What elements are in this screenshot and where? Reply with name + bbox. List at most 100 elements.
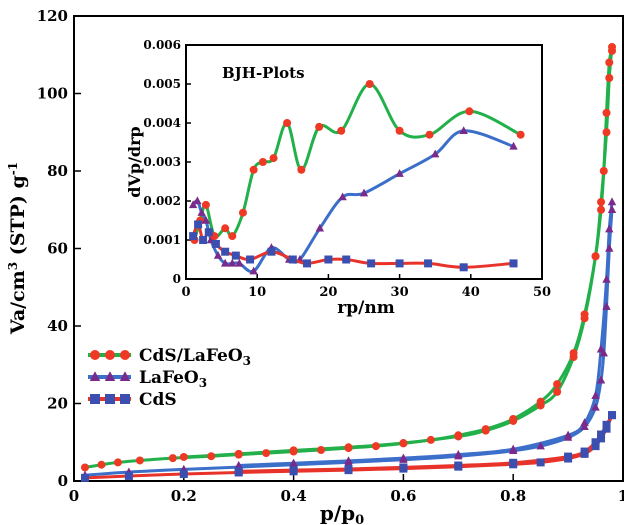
inset-data-point bbox=[303, 259, 312, 268]
inset-data-point bbox=[269, 154, 278, 163]
data-point bbox=[580, 314, 589, 323]
inset-data-point bbox=[315, 122, 324, 131]
data-point bbox=[454, 432, 463, 441]
inset-y-tick-label: 0.003 bbox=[143, 155, 181, 169]
inset-y-tick-label: 0.005 bbox=[143, 77, 181, 91]
data-point bbox=[454, 450, 463, 458]
y-tick-label: 0 bbox=[58, 472, 68, 490]
data-point bbox=[399, 439, 408, 448]
legend-marker bbox=[104, 371, 116, 381]
data-point bbox=[602, 302, 611, 310]
inset-data-point bbox=[246, 255, 255, 264]
data-point bbox=[597, 205, 606, 214]
inset-data-point bbox=[258, 158, 267, 166]
data-point bbox=[569, 353, 578, 361]
legend-marker bbox=[120, 394, 130, 404]
inset-data-point bbox=[338, 192, 347, 201]
data-point bbox=[607, 205, 617, 213]
data-point bbox=[591, 438, 600, 447]
legend-marker bbox=[90, 394, 100, 404]
inset-data-point bbox=[221, 247, 230, 256]
inset-data-point bbox=[465, 107, 474, 116]
inset-data-point bbox=[509, 259, 518, 268]
data-point bbox=[536, 401, 545, 410]
data-point bbox=[179, 452, 188, 461]
data-point bbox=[602, 420, 611, 429]
data-point bbox=[289, 466, 298, 475]
inset-plot-frame bbox=[185, 44, 543, 280]
data-point bbox=[580, 418, 589, 427]
data-point bbox=[80, 473, 89, 482]
data-point bbox=[399, 463, 408, 472]
inset-x-axis-label: rp/nm bbox=[337, 298, 394, 318]
data-point bbox=[536, 458, 545, 467]
inset-data-point bbox=[283, 119, 292, 127]
data-point bbox=[591, 252, 600, 261]
inset-series-cds bbox=[189, 220, 518, 272]
inset-y-tick-label: 0 bbox=[173, 272, 181, 286]
data-point bbox=[234, 467, 243, 476]
y-tick-label: 20 bbox=[47, 395, 68, 413]
inset-data-point bbox=[235, 258, 244, 267]
inset-data-point bbox=[201, 200, 210, 209]
inset-data-point bbox=[193, 196, 202, 205]
data-point bbox=[553, 380, 562, 389]
inset-data-point bbox=[395, 126, 404, 135]
data-point bbox=[591, 402, 600, 411]
data-point bbox=[602, 128, 611, 137]
inset-data-point bbox=[267, 247, 276, 256]
inset-data-point bbox=[324, 255, 333, 264]
inset-x-tick-label: 40 bbox=[462, 285, 480, 300]
data-point bbox=[135, 456, 144, 465]
inset-series-cds-lafeo3 bbox=[190, 80, 525, 244]
data-point bbox=[481, 426, 490, 435]
inset-data-point bbox=[249, 266, 258, 275]
data-point bbox=[426, 435, 435, 444]
inset-data-point bbox=[228, 232, 237, 241]
main-y-axis-label: Va/cm3 (STP) g-1 bbox=[6, 162, 29, 335]
y-tick-label: 60 bbox=[47, 240, 68, 258]
data-point bbox=[317, 446, 326, 454]
inset-data-point bbox=[459, 126, 468, 134]
inset-data-point bbox=[395, 169, 404, 177]
data-point bbox=[454, 461, 463, 470]
inset-x-tick-label: 0 bbox=[181, 285, 190, 300]
inset-data-point bbox=[189, 232, 198, 241]
data-point bbox=[605, 243, 614, 252]
legend-marker bbox=[105, 394, 115, 404]
data-point bbox=[596, 375, 606, 384]
data-point bbox=[371, 442, 380, 451]
inset-data-point bbox=[194, 220, 203, 229]
data-point bbox=[536, 441, 545, 450]
legend-label: CdS/LaFeO3 bbox=[139, 346, 251, 368]
legend-marker bbox=[89, 371, 101, 381]
inset-data-point bbox=[459, 263, 468, 272]
inset-x-tick-label: 20 bbox=[319, 285, 337, 300]
data-point bbox=[563, 430, 573, 439]
data-point bbox=[399, 453, 408, 462]
data-point bbox=[553, 387, 562, 396]
data-point bbox=[608, 411, 617, 420]
data-point bbox=[344, 456, 353, 465]
inset-y-tick-label: 0.006 bbox=[143, 38, 181, 52]
main-x-axis-label: p/p0 bbox=[320, 501, 364, 525]
data-point bbox=[124, 471, 133, 480]
data-point bbox=[596, 344, 606, 353]
inset-data-point bbox=[509, 141, 518, 150]
y-tick-label: 40 bbox=[47, 317, 68, 335]
legend-marker bbox=[90, 350, 100, 360]
data-point bbox=[262, 449, 271, 458]
data-point bbox=[509, 458, 518, 467]
series-cds-lafeo bbox=[80, 43, 617, 472]
inset-y-tick-label: 0.004 bbox=[143, 116, 181, 130]
data-point bbox=[344, 464, 353, 473]
inset-data-point bbox=[188, 200, 198, 209]
inset-data-point bbox=[211, 239, 220, 248]
inset-data-point bbox=[297, 165, 306, 174]
inset-data-point bbox=[213, 251, 223, 259]
legend-marker bbox=[119, 371, 131, 381]
x-tick-label: 0.2 bbox=[171, 487, 197, 505]
data-point bbox=[509, 444, 518, 453]
data-point bbox=[605, 74, 614, 82]
